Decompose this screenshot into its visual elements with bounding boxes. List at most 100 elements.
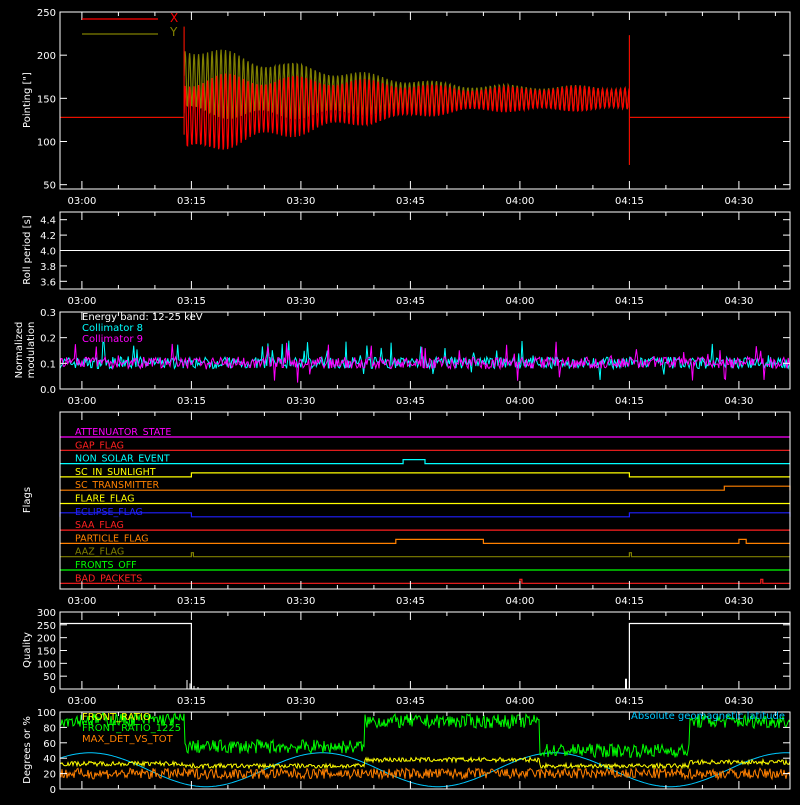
flag-line-sc-transmitter xyxy=(60,485,791,491)
panel-4-xtick-label: 03:30 xyxy=(286,696,315,707)
panel-0-ytick-label: 200 xyxy=(37,51,56,62)
flag-label-sc-transmitter: SC_TRANSMITTER xyxy=(75,480,160,491)
panel-1-ytick-label: 4.2 xyxy=(40,231,56,242)
panel-4-ytick-label: 0 xyxy=(50,685,56,696)
panel-1-xtick-label: 04:15 xyxy=(615,296,644,307)
panel-4-ylabel: Quality xyxy=(22,632,33,668)
panel-4-ytick-label: 250 xyxy=(37,621,56,632)
flag-label-gap-flag: GAP_FLAG xyxy=(75,440,124,451)
panel-0-xtick-label: 03:45 xyxy=(396,196,425,207)
panel-1-xtick-label: 04:30 xyxy=(724,296,753,307)
panel-1-ytick-label: 3.6 xyxy=(40,277,56,288)
panel-5-ylabel: Degrees or % xyxy=(22,716,33,784)
panel-1-xtick-label: 03:30 xyxy=(286,296,315,307)
panel-3-xtick-label: 03:00 xyxy=(67,596,96,607)
flag-line-sc-in-sunlight xyxy=(60,472,790,478)
flag-line-eclipse-flag xyxy=(59,512,791,518)
panel-3-xtick-label: 03:30 xyxy=(286,596,315,607)
flag-label-bad-packets: BAD_PACKETS xyxy=(75,573,142,584)
modulation-legend-2: Collimator 9 xyxy=(82,334,143,345)
panel-4-xtick-label: 04:00 xyxy=(505,696,534,707)
panel-2-ytick-label: 0.2 xyxy=(40,334,56,345)
panel-5-ytick-label: 60 xyxy=(43,739,56,750)
panel-4-ytick-label: 150 xyxy=(37,647,56,658)
flag-label-fronts-off: FRONTS_OFF xyxy=(75,560,137,571)
ratio-legend-0: FRONT_RATIO xyxy=(82,712,151,723)
geomagnetic-latitude-label: Absolute geomagnetic latitude xyxy=(631,711,785,722)
max-det-vs-tot-line xyxy=(60,766,790,781)
panel-2-xtick-label: 04:15 xyxy=(615,396,644,407)
panel-0-ytick-label: 150 xyxy=(37,94,56,105)
panel-0-xtick-label: 03:00 xyxy=(67,196,96,207)
panel-4-ytick-label: 300 xyxy=(37,608,56,619)
panel-1-xtick-label: 03:00 xyxy=(67,296,96,307)
panel-3-xtick-label: 03:45 xyxy=(396,596,425,607)
panel-0-ytick-label: 100 xyxy=(37,138,56,149)
panel-0-frame xyxy=(59,11,791,190)
panel-0-ytick-label: 250 xyxy=(37,8,56,19)
panel-1-ytick-label: 4.4 xyxy=(40,216,56,227)
panel-0-xtick-label: 04:00 xyxy=(505,196,534,207)
panel-3-xtick-label: 04:00 xyxy=(505,596,534,607)
panel-5-ytick-label: 100 xyxy=(37,708,56,719)
flag-line-particle-flag xyxy=(60,538,790,544)
panel-2-ytick-label: 0.3 xyxy=(40,308,56,319)
panel-5-frame xyxy=(59,711,791,790)
modulation-collimator-9-line xyxy=(60,341,790,383)
flag-label-sc-in-sunlight: SC_IN_SUNLIGHT xyxy=(75,467,156,478)
ratio-legend-1: FRONT_RATIO_1225 xyxy=(82,723,181,734)
panel-4-xtick-label: 04:15 xyxy=(615,696,644,707)
panel-2-frame xyxy=(59,311,791,390)
panel-5-ytick-label: 20 xyxy=(43,770,56,781)
panel-0-xtick-label: 04:30 xyxy=(724,196,753,207)
panel-4-xtick-label: 03:15 xyxy=(177,696,206,707)
panel-3-frame xyxy=(59,411,791,590)
modulation-series xyxy=(60,340,790,383)
modulation-legend-1: Collimator 8 xyxy=(82,323,143,334)
front-ratio-line xyxy=(60,755,790,770)
front-ratio-1225-line xyxy=(60,712,790,759)
quality-line xyxy=(60,622,790,690)
panel-0-xtick-label: 04:15 xyxy=(615,196,644,207)
panel-4-xtick-label: 03:00 xyxy=(67,696,96,707)
panel-4-xtick-label: 03:45 xyxy=(396,696,425,707)
flag-label-particle-flag: PARTICLE_FLAG xyxy=(75,533,148,544)
panel-2-ytick-label: 0.0 xyxy=(40,385,56,396)
panel-2-ylabel: modulation xyxy=(26,322,37,379)
panel-0-ytick-label: 50 xyxy=(43,181,56,192)
panel-2-xtick-label: 03:45 xyxy=(396,396,425,407)
panel-0-xtick-label: 03:30 xyxy=(286,196,315,207)
flag-line-bad-packets xyxy=(60,578,790,584)
flag-label-attenuator-state: ATTENUATOR_STATE xyxy=(75,427,171,438)
panel-3-xtick-label: 04:15 xyxy=(615,596,644,607)
panel-4-ytick-label: 50 xyxy=(43,672,56,683)
panel-2-ytick-label: 0.1 xyxy=(40,359,56,370)
panel-1-ylabel: Roll period [s] xyxy=(22,215,33,284)
panel-3-xtick-label: 04:30 xyxy=(724,596,753,607)
panel-3-ylabel: Flags xyxy=(22,487,33,513)
ratio-series xyxy=(60,712,790,788)
panel-0-ylabel: Pointing ["] xyxy=(22,72,33,128)
panel-2-xtick-label: 04:00 xyxy=(505,396,534,407)
panel-3-xtick-label: 03:15 xyxy=(177,596,206,607)
modulation-legend-0: Energy band: 12-25 keV xyxy=(82,312,203,323)
panel-0-xtick-label: 03:15 xyxy=(177,196,206,207)
ratio-legend-2: MAX_DET_VS_TOT xyxy=(82,734,174,745)
pointing-series xyxy=(60,26,790,165)
panel-2-xtick-label: 03:30 xyxy=(286,396,315,407)
legend-y-label: Y xyxy=(169,25,178,39)
panel-2-xtick-label: 03:15 xyxy=(177,396,206,407)
flag-label-non-solar-event: NON_SOLAR_EVENT xyxy=(75,454,170,465)
panel-4-xtick-label: 04:30 xyxy=(724,696,753,707)
flag-label-aaz-flag: AAZ_FLAG xyxy=(75,547,124,558)
panel-5-ytick-label: 40 xyxy=(43,754,56,765)
panel-1-xtick-label: 03:45 xyxy=(396,296,425,307)
flag-label-eclipse-flag: ECLIPSE_FLAG xyxy=(75,507,143,518)
panel-5-ytick-label: 0 xyxy=(50,785,56,796)
panel-2-xtick-label: 04:30 xyxy=(724,396,753,407)
panel-2-xtick-label: 03:00 xyxy=(67,396,96,407)
panel-4-ytick-label: 100 xyxy=(37,659,56,670)
panel-1-xtick-label: 04:00 xyxy=(505,296,534,307)
geomagnetic-latitude-line xyxy=(60,752,790,788)
